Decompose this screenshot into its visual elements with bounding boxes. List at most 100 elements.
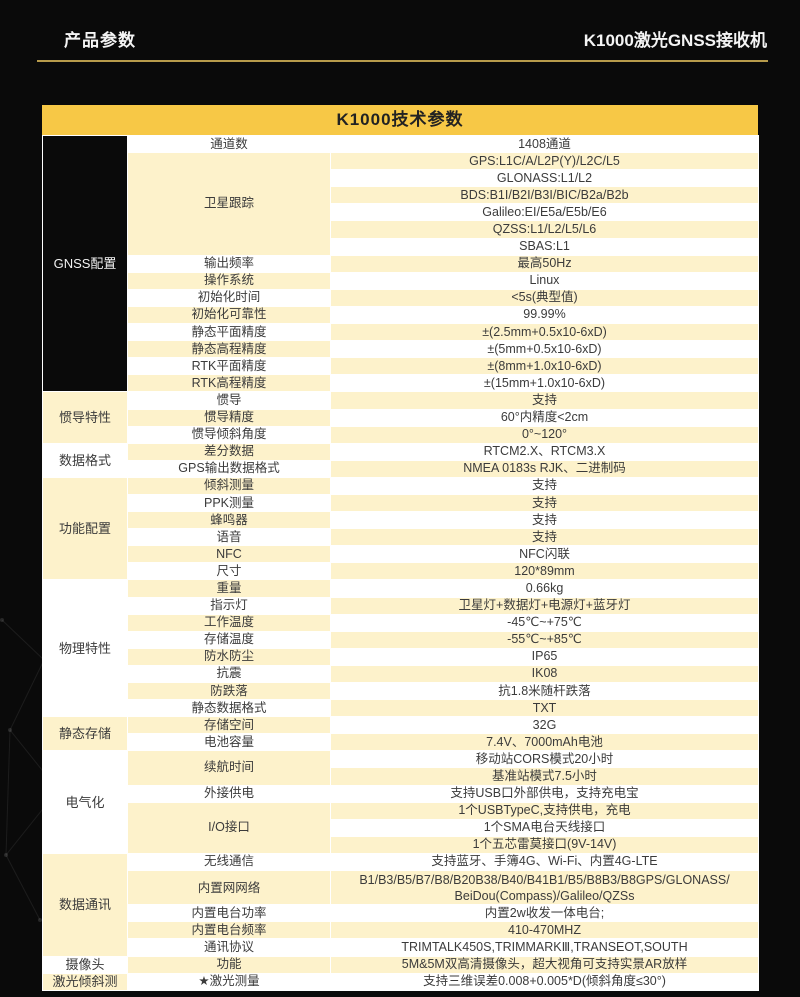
spec-grid: GNSS配置 通道数 1408通道 卫星跟踪 GPS:L1C/A/L2P(Y)/L2C/… <box>42 135 759 991</box>
category-cell: 惯导特性 <box>43 392 128 444</box>
param-value-cell: 1个USBTypeC,支持供电，充电 <box>331 802 759 820</box>
param-name-cell: 初始化时间 <box>128 289 331 307</box>
param-value-cell: 抗1.8米随杆跌落 <box>331 683 759 701</box>
param-name-cell: 电池容量 <box>128 734 331 752</box>
param-value-cell: ±(2.5mm+0.5x10-6xD) <box>331 324 759 342</box>
category-cell: 数据格式 <box>43 443 128 478</box>
param-name-cell: 静态高程精度 <box>128 341 331 359</box>
param-value-cell: 0°~120° <box>331 426 759 444</box>
param-value-cell: 支持 <box>331 494 759 513</box>
param-value-cell: ±(5mm+0.5x10-6xD) <box>331 341 759 359</box>
param-name-cell: 内置电台频率 <box>128 922 331 940</box>
category-cell: GNSS配置 <box>43 136 128 393</box>
param-value-cell: 支持 <box>331 512 759 530</box>
param-value-cell: QZSS:L1/L2/L5/L6 <box>331 221 759 239</box>
param-name-cell: 操作系统 <box>128 272 331 290</box>
param-value-cell: 5M&5M双高清摄像头，超大视角可支持实景AR放样 <box>331 956 759 974</box>
param-value-cell: 99.99% <box>331 306 759 325</box>
param-name-cell: 指示灯 <box>128 597 331 615</box>
category-cell: 功能配置 <box>43 477 128 581</box>
category-cell: 摄像头 <box>43 956 128 974</box>
param-value-cell: 1408通道 <box>331 136 759 154</box>
param-value-cell: 7.4V、7000mAh电池 <box>331 734 759 752</box>
param-name-cell: 倾斜测量 <box>128 477 331 495</box>
param-name-cell: RTK平面精度 <box>128 358 331 376</box>
param-value-cell: 支持 <box>331 392 759 410</box>
param-value-cell: 支持 <box>331 529 759 547</box>
param-name-cell: 惯导倾斜角度 <box>128 426 331 444</box>
param-name-cell: 功能 <box>128 956 331 974</box>
param-value-cell: 410-470MHZ <box>331 922 759 940</box>
param-value-cell: 内置2w收发一体电台; <box>331 905 759 923</box>
param-value-cell: 120*89mm <box>331 563 759 581</box>
param-name-cell: 工作温度 <box>128 614 331 632</box>
param-name-cell: 差分数据 <box>128 443 331 461</box>
param-name-cell: 静态平面精度 <box>128 324 331 342</box>
param-name-cell: 存储空间 <box>128 717 331 735</box>
param-name-cell: 外接供电 <box>128 785 331 803</box>
product-title: K1000激光GNSS接收机 <box>583 31 767 50</box>
param-name-cell: 抗震 <box>128 665 331 683</box>
gold-divider <box>37 60 768 62</box>
param-value-cell: 0.66kg <box>331 580 759 598</box>
param-value-cell: ±(8mm+1.0x10-6xD) <box>331 358 759 376</box>
category-cell: 物理特性 <box>43 580 128 718</box>
param-value-cell: IP65 <box>331 648 759 666</box>
param-value-cell: 最高50Hz <box>331 255 759 273</box>
param-value-cell: ±(15mm+1.0x10-6xD) <box>331 375 759 393</box>
param-value-cell: 支持三维误差0.008+0.005*D(倾斜角度≤30°) <box>331 973 759 991</box>
param-value-cell: <5s(典型值) <box>331 289 759 307</box>
param-name-cell: 惯导 <box>128 392 331 410</box>
param-name-cell: 重量 <box>128 580 331 598</box>
param-name-cell: 静态数据格式 <box>128 700 331 718</box>
param-name-cell: 防跌落 <box>128 683 331 701</box>
param-name-cell: 输出频率 <box>128 255 331 273</box>
param-value-cell: 支持 <box>331 477 759 495</box>
spec-table: K1000技术参数 GNSS配置 通道数 1408通道 卫星跟踪 GPS:L1C/A/L… <box>42 105 759 991</box>
category-cell: 电气化 <box>43 751 128 854</box>
page-title: 产品参数 <box>64 31 136 50</box>
param-name-cell: 语音 <box>128 529 331 547</box>
param-name-cell: 蜂鸣器 <box>128 512 331 530</box>
param-value-cell: BDS:B1I/B2I/B3I/BIC/B2a/B2b <box>331 187 759 205</box>
param-name-cell: I/O接口 <box>128 802 331 854</box>
param-value-cell: RTCM2.X、RTCM3.X <box>331 443 759 461</box>
param-name-cell: 通讯协议 <box>128 939 331 957</box>
param-value-cell: GPS:L1C/A/L2P(Y)/L2C/L5 <box>331 153 759 171</box>
param-value-cell: 1个SMA电台天线接口 <box>331 819 759 837</box>
category-cell: 激光倾斜测 <box>43 973 128 991</box>
param-name-cell: 存储温度 <box>128 631 331 649</box>
param-value-cell: Galileo:EI/E5a/E5b/E6 <box>331 204 759 222</box>
param-value-cell: 支持USB口外部供电，支持充电宝 <box>331 785 759 803</box>
param-name-cell: 防水防尘 <box>128 648 331 666</box>
param-value-cell: 支持蓝牙、手簿4G、Wi-Fi、内置4G-LTE <box>331 853 759 872</box>
param-value-cell: NFC闪联 <box>331 546 759 564</box>
param-name-cell: 通道数 <box>128 136 331 154</box>
param-name-cell: 惯导精度 <box>128 409 331 427</box>
param-value-cell: 60°内精度<2cm <box>331 409 759 427</box>
param-value-cell: 卫星灯+数据灯+电源灯+蓝牙灯 <box>331 597 759 615</box>
category-cell: 数据通讯 <box>43 853 128 957</box>
category-cell: 静态存储 <box>43 717 128 752</box>
table-title: K1000技术参数 <box>42 105 758 135</box>
param-value-cell: 32G <box>331 717 759 735</box>
page-header: 产品参数 K1000激光GNSS接收机 <box>0 26 800 52</box>
param-name-cell: 尺寸 <box>128 563 331 581</box>
param-name-cell: RTK高程精度 <box>128 375 331 393</box>
param-value-cell: NMEA 0183s RJK、二进制码 <box>331 460 759 478</box>
param-name-cell: 内置网网络 <box>128 871 331 906</box>
param-value-cell: 基准站模式7.5小时 <box>331 768 759 786</box>
param-value-cell: 移动站CORS模式20小时 <box>331 751 759 769</box>
param-value-cell: IK08 <box>331 665 759 683</box>
param-value-cell: B1/B3/B5/B7/B8/B20B38/B40/B41B1/B5/B8B3/… <box>331 871 759 906</box>
param-name-cell: 卫星跟踪 <box>128 153 331 256</box>
param-name-cell: 初始化可靠性 <box>128 306 331 325</box>
param-value-cell: 1个五芯雷莫接口(9V-14V) <box>331 836 759 854</box>
param-name-cell: PPK测量 <box>128 494 331 513</box>
param-value-cell: GLONASS:L1/L2 <box>331 170 759 188</box>
param-value-cell: -45℃~+75℃ <box>331 614 759 632</box>
param-name-cell: ★激光测量 <box>128 973 331 991</box>
param-value-cell: Linux <box>331 272 759 290</box>
param-name-cell: 内置电台功率 <box>128 905 331 923</box>
